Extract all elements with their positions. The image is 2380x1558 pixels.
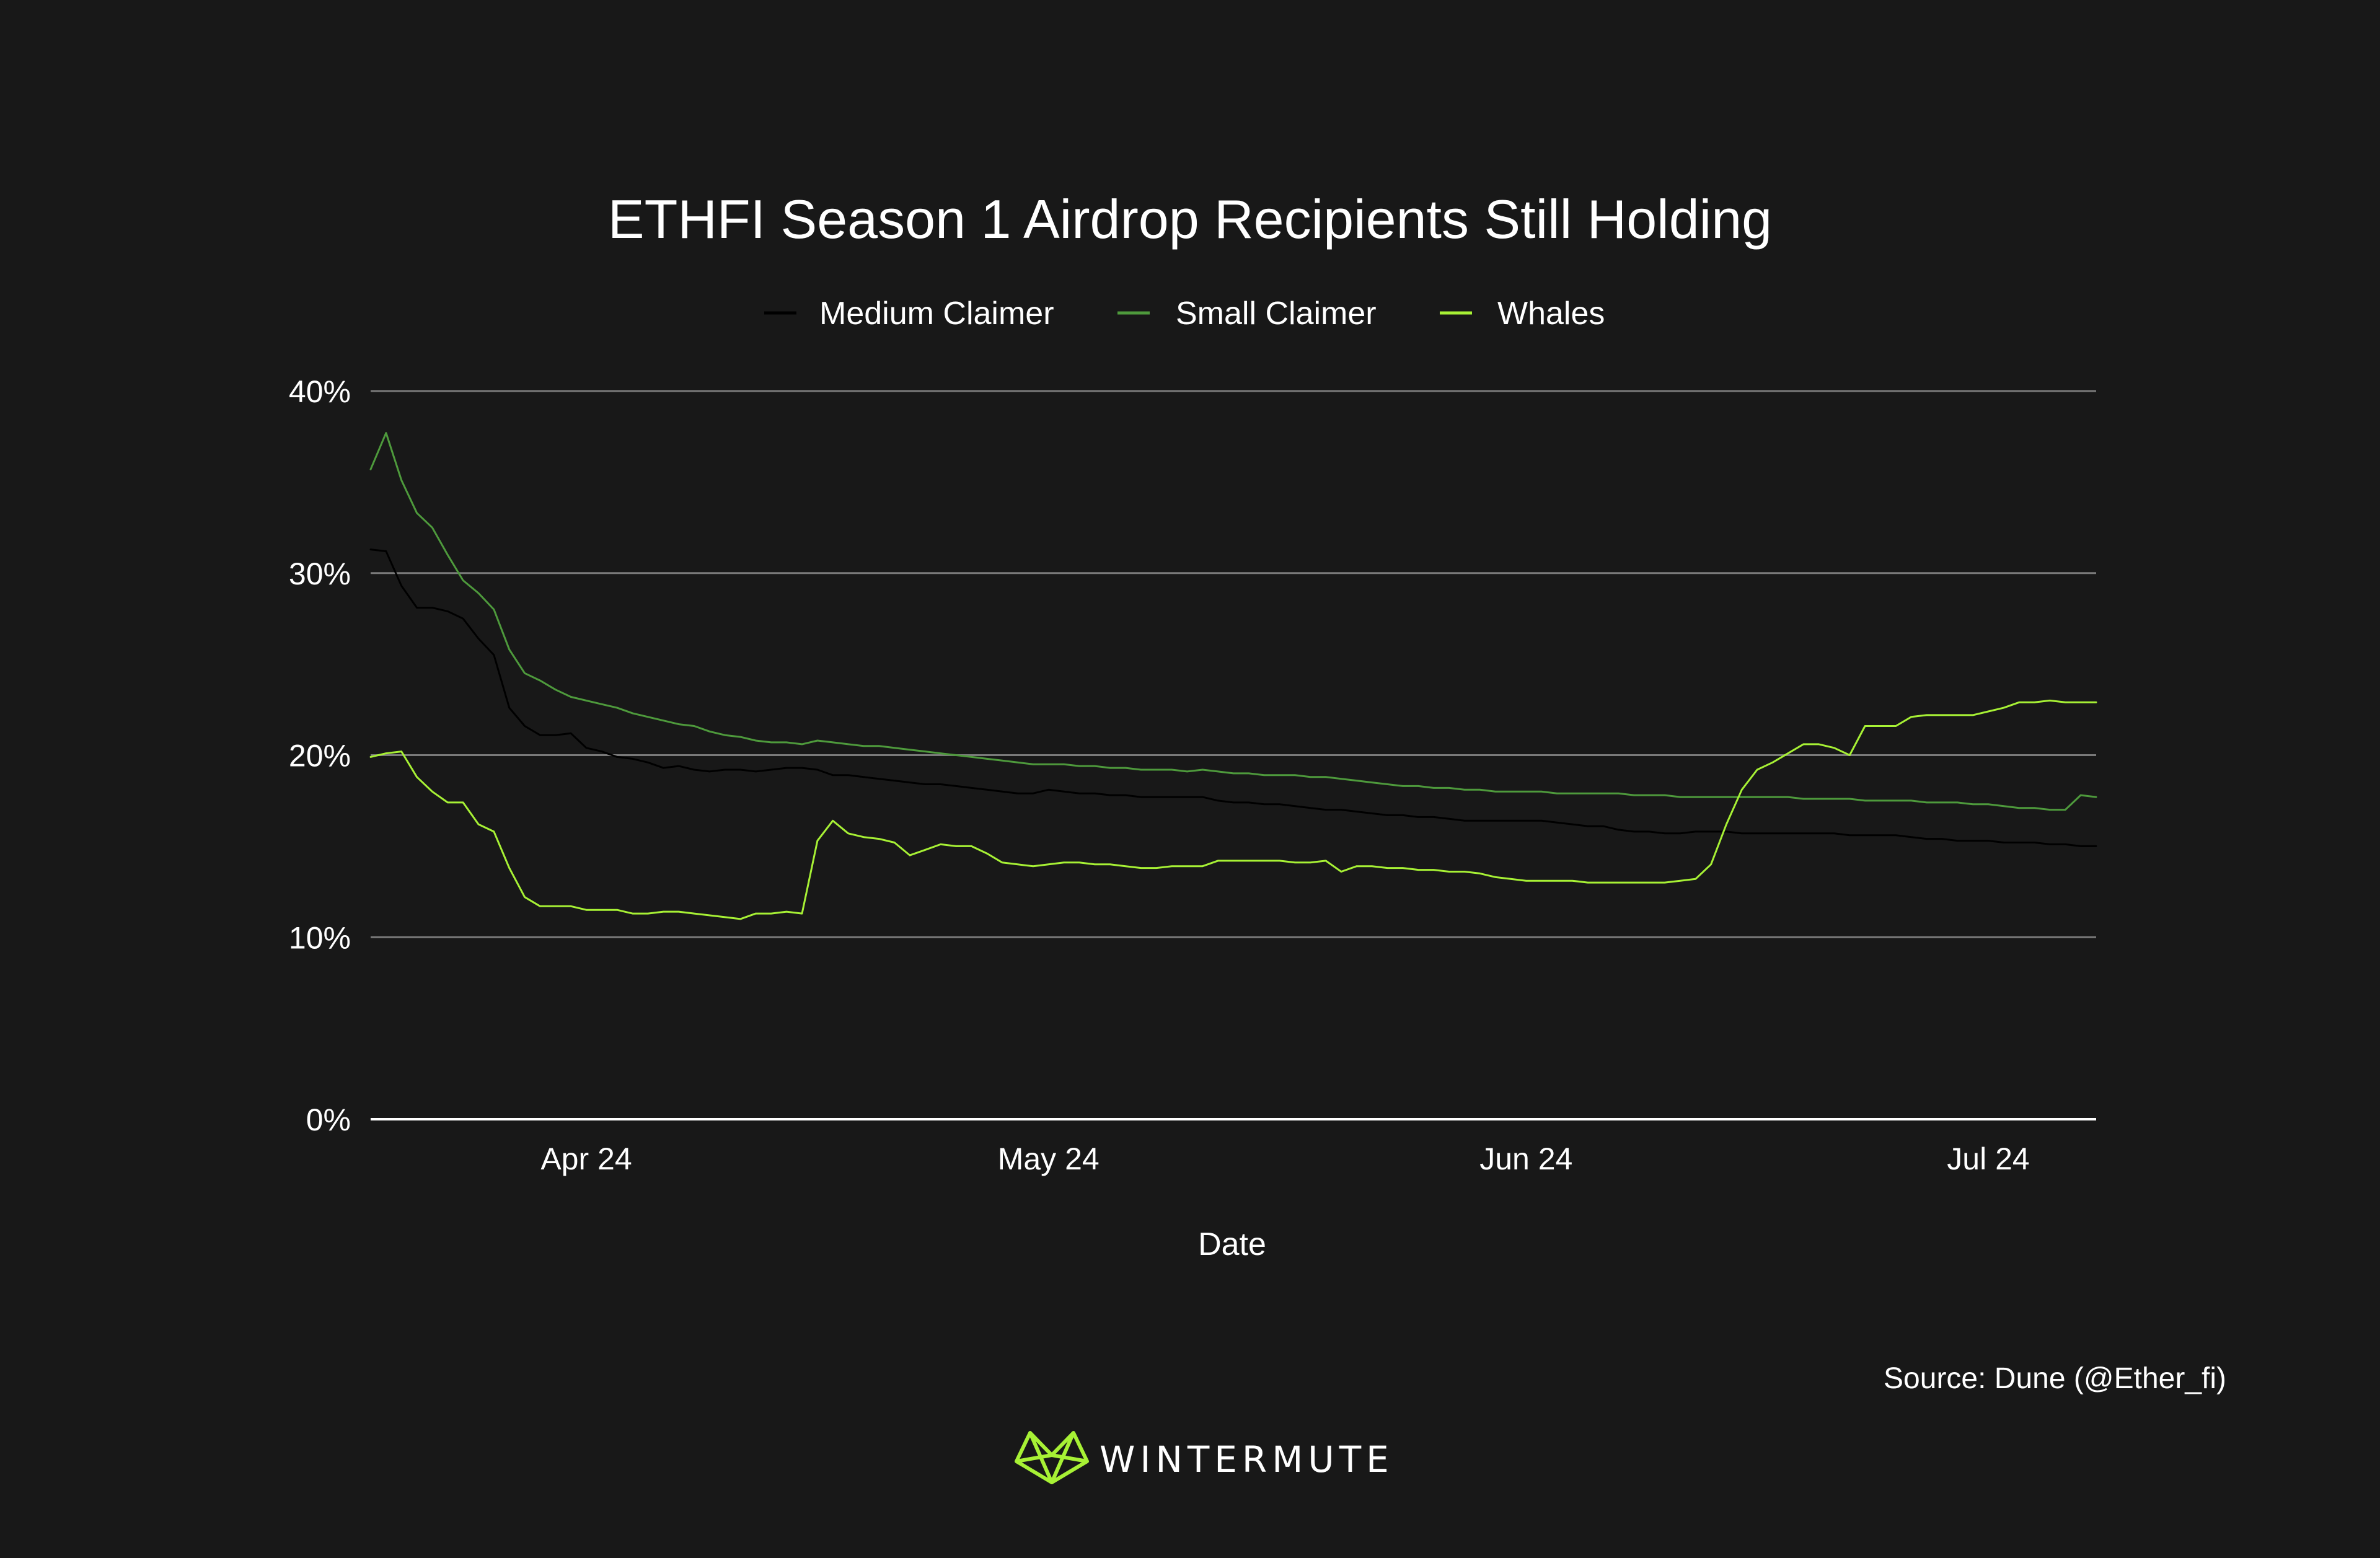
source-note: Source: Dune (@Ether_fi) [1884, 1362, 2226, 1395]
y-tick-label: 20% [289, 739, 351, 773]
x-tick-label: May 24 [998, 1142, 1100, 1176]
legend-label-whales: Whales [1497, 296, 1605, 332]
legend-label-medium-claimer: Medium Claimer [819, 296, 1054, 332]
series-line-whales [369, 699, 2097, 920]
x-axis-ticks: Apr 24 May 24 Jun 24 Jul 24 [540, 1142, 2029, 1176]
series-line-small-claimer [369, 432, 2097, 811]
legend: Medium Claimer Small Claimer Whales [764, 296, 1605, 332]
brand-name: WINTERMUTE [1100, 1438, 1394, 1481]
legend-label-small-claimer: Small Claimer [1176, 296, 1377, 332]
y-axis-ticks: 0% 10% 20% 30% 40% [289, 374, 351, 1137]
plot-area [369, 432, 2097, 920]
x-tick-label: Jul 24 [1947, 1142, 2029, 1176]
x-tick-label: Jun 24 [1479, 1142, 1572, 1176]
x-axis-label: Date [1198, 1226, 1266, 1262]
y-tick-label: 10% [289, 920, 351, 955]
y-tick-label: 40% [289, 374, 351, 409]
wintermute-logo: WINTERMUTE [1015, 1431, 1394, 1484]
chart-title: ETHFI Season 1 Airdrop Recipients Still … [608, 188, 1772, 250]
y-tick-label: 0% [306, 1102, 351, 1137]
series-line-medium-claimer [369, 548, 2097, 847]
x-tick-label: Apr 24 [540, 1142, 632, 1176]
y-tick-label: 30% [289, 557, 351, 591]
wintermute-mark-icon [1015, 1431, 1089, 1484]
gridlines [371, 390, 2096, 1120]
